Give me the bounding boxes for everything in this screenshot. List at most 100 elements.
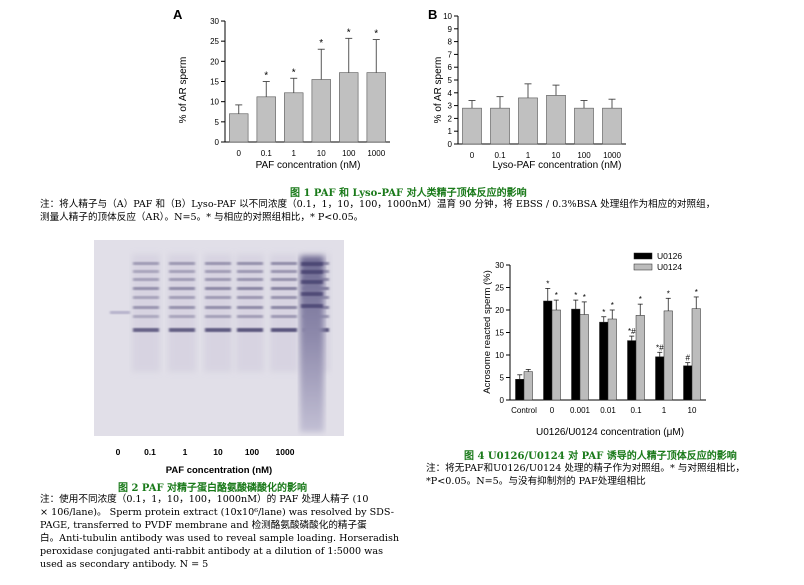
blot-marker-band [301, 280, 323, 284]
chart-4-significance-mark: * [602, 308, 605, 317]
chart-b-x-tick-label: 10 [552, 151, 561, 160]
blot-band [271, 287, 297, 290]
blot-band [237, 306, 263, 309]
chart-a-bar [284, 92, 304, 143]
chart-a-bar [311, 79, 331, 143]
chart-b-xlabel: Lyso-PAF concentration (nM) [493, 160, 622, 171]
blot-marker-band [301, 304, 323, 308]
chart-b-y-tick-label: 5 [448, 76, 453, 85]
figure2-note-line: 白。Anti-tubulin antibody was used to reve… [40, 533, 400, 544]
chart-a-y-tick-label: 5 [215, 118, 220, 127]
chart-4-significance-mark: * [695, 288, 698, 297]
blot-band [237, 262, 263, 265]
chart-a-x-tick-label: 10 [317, 149, 326, 158]
blot-band [205, 315, 231, 318]
chart-b-y-tick-label: 0 [448, 140, 453, 149]
chart-b-ylabel: % of AR sperm [433, 57, 444, 124]
blot-band [133, 270, 159, 273]
figure2-lane-label: 0.1 [144, 447, 156, 457]
blot-band [205, 296, 231, 299]
blot-marker-band [301, 292, 323, 296]
chart-b-bar [462, 107, 482, 145]
figure2-lane-label: 100 [245, 447, 259, 457]
figure2-caption: 图 2 PAF 对精子蛋白酪氨酸磷酸化的影响 [118, 483, 308, 494]
blot-band [205, 278, 231, 281]
chart-b-y-tick-label: 2 [448, 114, 453, 123]
chart-4-y-tick-label: 5 [500, 374, 505, 383]
chart-b-x-tick-label: 0.1 [494, 151, 506, 160]
chart-a-x-tick-label: 0 [237, 149, 242, 158]
chart-b-x-tick-label: 100 [577, 151, 591, 160]
chart-a-x-tick-label: 1 [292, 149, 297, 158]
chart-4-significance-mark: * [667, 289, 670, 298]
chart-4-bar [543, 300, 553, 401]
chart-4-y-tick-label: 10 [495, 351, 504, 360]
blot-band [110, 311, 130, 314]
chart-a-x-tick-label: 100 [342, 149, 356, 158]
chart-4-significance-mark: *# [628, 327, 636, 336]
figure2-lane-label: 10 [213, 447, 223, 457]
chart-4-bar [599, 321, 609, 401]
chart-a-bar [229, 113, 249, 143]
chart-a-significance-mark: * [374, 29, 378, 40]
blot-marker-ladder [300, 256, 324, 432]
chart-b-y-tick-label: 10 [443, 12, 452, 21]
chart-4-y-tick-label: 30 [495, 261, 504, 270]
chart-b-y-tick-label: 3 [448, 102, 453, 111]
chart-4-bar [627, 340, 637, 401]
chart-b-bar [518, 97, 538, 145]
blot-band [133, 328, 159, 332]
chart-4-x-tick-label: 10 [688, 406, 697, 415]
blot-lane-smear [236, 254, 264, 372]
chart-a-xlabel: PAF concentration (nM) [256, 160, 361, 171]
blot-lane-smear [168, 254, 196, 372]
blot-band [133, 296, 159, 299]
blot-band [133, 262, 159, 265]
chart-4-significance-mark: # [686, 354, 691, 363]
figure1-note: 注：将人精子与（A）PAF 和（B）Lyso-PAF 以不同浓度（0.1，1，1… [40, 198, 715, 224]
blot-band [237, 315, 263, 318]
blot-band [237, 296, 263, 299]
chart-b-bar [602, 107, 622, 145]
blot-band [237, 287, 263, 290]
blot-marker-band [301, 270, 323, 274]
blot-band [205, 328, 231, 332]
blot-lane [270, 254, 298, 372]
chart-4-significance-mark: * [574, 291, 577, 300]
chart-4-legend-swatch [633, 263, 653, 271]
blot-band [205, 287, 231, 290]
chart-a-y-tick-label: 20 [210, 57, 219, 66]
chart-b-y-tick-label: 1 [448, 127, 453, 136]
panel-label-b: B [428, 7, 437, 22]
blot-lane-smear [132, 254, 160, 372]
blot-band [133, 306, 159, 309]
blot-band [169, 287, 195, 290]
blot-band [169, 328, 195, 332]
figure4-note-line: 注：将无PAF和U0126/U0124 处理的精子作为对照组。* 与对照组相比， [426, 463, 745, 474]
chart-4-x-tick-label: 0.001 [570, 406, 591, 415]
chart-4-bar [683, 365, 693, 401]
blot-lane [236, 254, 264, 372]
chart-4-significance-mark: * [639, 295, 642, 304]
figure2-note-line: peroxidase conjugated anti-rabbit antibo… [40, 546, 384, 557]
chart-b-y-tick-label: 7 [448, 50, 453, 59]
chart-4-x-tick-label: Control [511, 406, 537, 415]
blot-band [237, 270, 263, 273]
chart-4-xlabel: U0126/U0124 concentration (μM) [536, 427, 684, 438]
chart-b-x-tick-label: 1 [526, 151, 531, 160]
chart-4-legend-label: U0126 [657, 251, 682, 261]
blot-band [205, 270, 231, 273]
chart-4-significance-mark: * [555, 291, 558, 300]
chart-a-x-tick-label: 0.1 [261, 149, 273, 158]
blot-band [271, 328, 297, 332]
chart-b-y-tick-label: 8 [448, 38, 453, 47]
chart-4-x-tick-label: 0.1 [630, 406, 642, 415]
chart-a-y-tick-label: 15 [210, 78, 219, 87]
figure1-note-line: 注：将人精子与（A）PAF 和（B）Lyso-PAF 以不同浓度（0.1，1，1… [40, 199, 716, 210]
blot-band [169, 270, 195, 273]
figure1-note-line: 测量人精子的顶体反应（AR）。N=5。* 与相应的对照组相比，* P<0.05。 [40, 212, 364, 223]
chart-b-x-tick-label: 1000 [603, 151, 621, 160]
chart-4-y-tick-label: 15 [495, 329, 504, 338]
chart-a-ylabel: % of AR sperm [178, 57, 189, 124]
